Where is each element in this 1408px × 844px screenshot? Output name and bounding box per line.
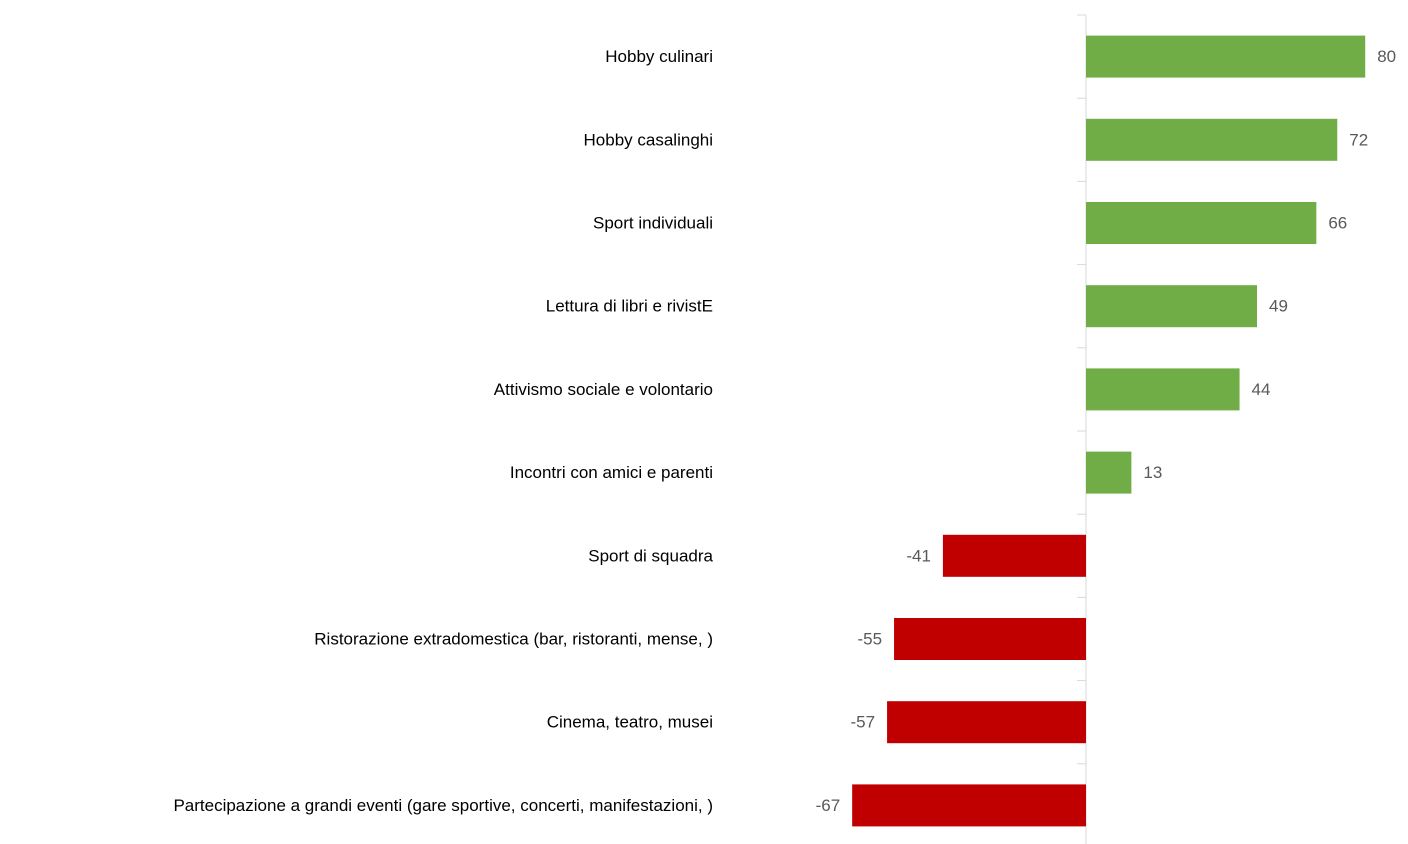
category-label: Hobby casalinghi bbox=[584, 130, 713, 149]
bar bbox=[852, 784, 1086, 827]
bar bbox=[1086, 202, 1317, 244]
category-label: Hobby culinari bbox=[605, 47, 713, 66]
category-label: Attivismo sociale e volontario bbox=[494, 380, 713, 399]
category-label: Sport di squadra bbox=[588, 546, 713, 565]
bar bbox=[1086, 451, 1132, 494]
category-label: Sport individuali bbox=[593, 213, 713, 232]
bar bbox=[1086, 35, 1366, 78]
category-label: Cinema, teatro, musei bbox=[547, 713, 713, 732]
value-label: 13 bbox=[1143, 463, 1162, 482]
value-label: -57 bbox=[850, 713, 875, 732]
category-label: Lettura di libri e rivistE bbox=[546, 297, 713, 316]
category-label: Partecipazione a grandi eventi (gare spo… bbox=[173, 796, 713, 815]
bar bbox=[887, 701, 1086, 744]
category-label: Incontri con amici e parenti bbox=[510, 463, 713, 482]
bar bbox=[942, 534, 1086, 577]
bar bbox=[894, 618, 1086, 660]
value-label: -55 bbox=[857, 629, 882, 648]
category-label: Ristorazione extradomestica (bar, ristor… bbox=[314, 629, 713, 648]
value-label: 49 bbox=[1269, 297, 1288, 316]
value-label: -41 bbox=[906, 546, 931, 565]
value-label: 72 bbox=[1349, 130, 1368, 149]
value-label: -67 bbox=[816, 796, 841, 815]
bar bbox=[1086, 118, 1338, 161]
value-label: 66 bbox=[1328, 213, 1347, 232]
bar bbox=[1086, 285, 1258, 328]
value-label: 44 bbox=[1252, 380, 1271, 399]
value-label: 80 bbox=[1377, 47, 1396, 66]
bar bbox=[1086, 368, 1240, 411]
